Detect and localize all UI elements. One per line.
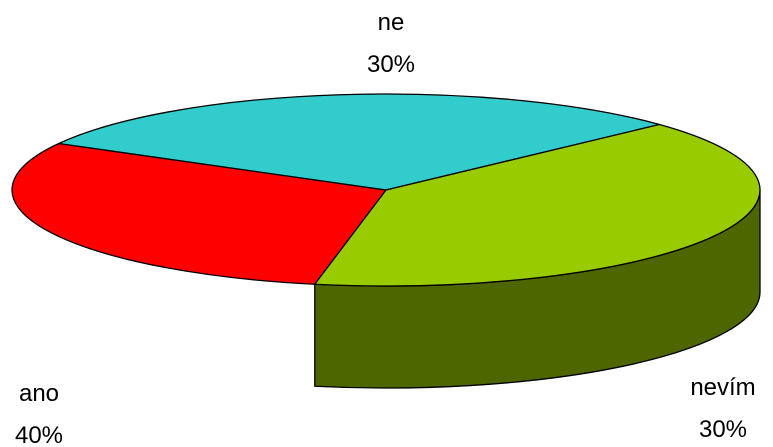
- slice-name-ano: ano: [19, 380, 59, 407]
- slice-value-ne: 30%: [367, 51, 415, 78]
- pie-tops: [11, 93, 761, 287]
- slice-value-ano: 40%: [15, 422, 63, 447]
- slice-name-ne: ne: [378, 9, 405, 36]
- label-group-ano: ano 40%: [15, 380, 63, 447]
- pie-slice-ano: [314, 123, 761, 287]
- label-group-ne: ne 30%: [367, 9, 415, 78]
- pie-slice-ne: [11, 142, 387, 285]
- pie-slice-nevim: [58, 93, 661, 191]
- slice-value-nevim: 30%: [699, 416, 747, 443]
- label-group-nevim: nevím 30%: [690, 374, 755, 443]
- slice-name-nevim: nevím: [690, 374, 755, 401]
